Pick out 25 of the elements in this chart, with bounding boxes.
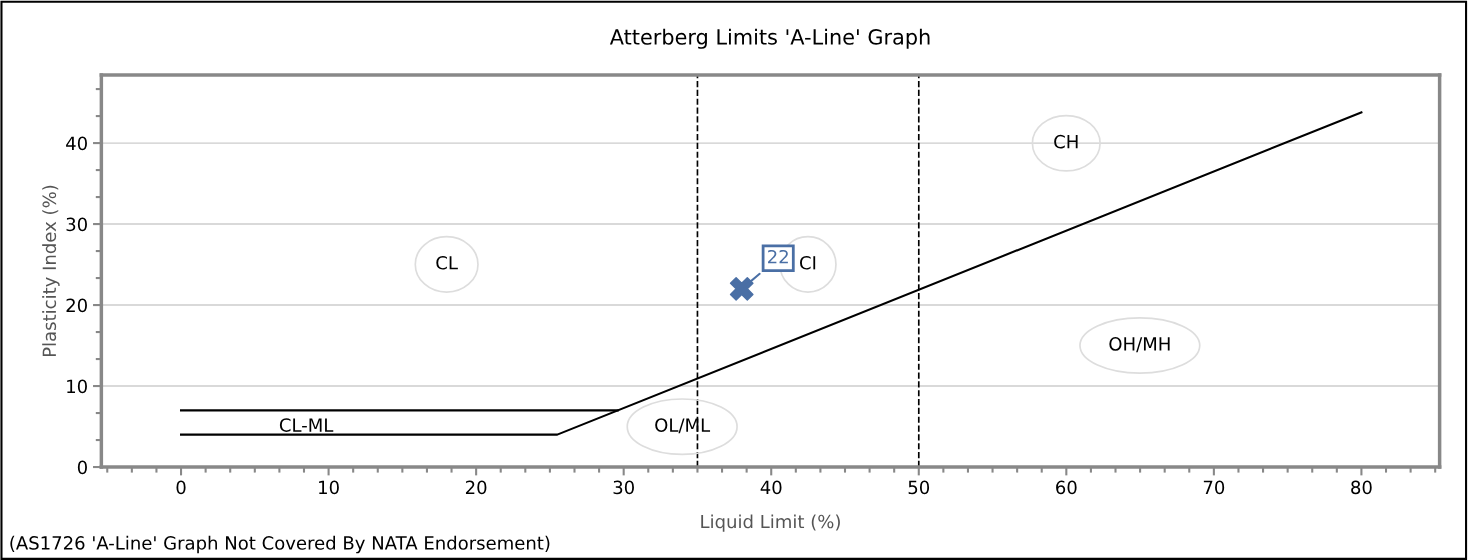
y-tick-label: 40	[66, 136, 87, 151]
y-tick-label: 20	[66, 298, 87, 313]
x-tick-label: 10	[319, 480, 339, 495]
x-tick-label: 60	[1056, 480, 1077, 495]
annotation: OH/MH	[1109, 337, 1170, 353]
annotation: CL	[436, 255, 458, 270]
annotation: OL/ML	[655, 418, 711, 434]
x-tick-label: 70	[1203, 480, 1225, 495]
x-tick-label: 30	[613, 480, 634, 495]
y-axis-title: Plasticity Index (%)	[42, 185, 60, 357]
text: (AS1726 'A-Line' Graph Not Covered By NATA Endorsement)	[10, 535, 550, 554]
x-tick-label: 0	[176, 480, 186, 495]
x-tick-label: 80	[1351, 480, 1372, 495]
chart-title: Atterberg Limits 'A-Line' Graph	[609, 28, 930, 49]
x-tick-label: 40	[760, 480, 782, 495]
y-tick-label: 0	[77, 460, 87, 475]
y-tick-label: 30	[66, 217, 87, 232]
data-label: 22	[768, 249, 788, 264]
x-tick-label: 50	[908, 480, 930, 495]
annotation: CI	[800, 255, 816, 270]
x-tick-label: 20	[465, 480, 487, 495]
x-axis-title: Liquid Limit (%)	[701, 514, 840, 532]
y-tick-label: 10	[67, 379, 87, 394]
annotation: CH	[1054, 134, 1078, 149]
annotation: CL-ML	[279, 418, 334, 432]
